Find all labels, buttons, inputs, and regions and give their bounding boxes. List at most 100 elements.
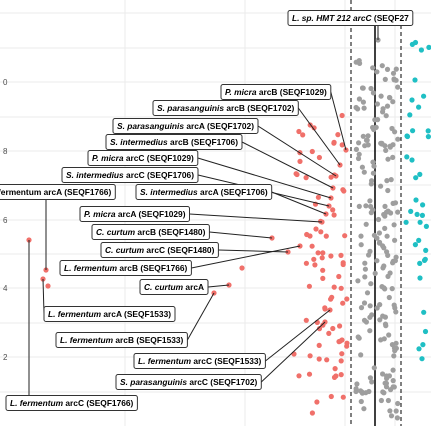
data-point bbox=[291, 351, 297, 357]
y-tick-label: 2 bbox=[3, 353, 8, 362]
data-point bbox=[330, 325, 336, 332]
data-point bbox=[384, 103, 391, 109]
data-point bbox=[387, 143, 393, 149]
data-point bbox=[416, 237, 422, 243]
data-point bbox=[377, 239, 383, 245]
point-label-sinter-arcb: S. intermedius arcB (SEQF1706) bbox=[105, 134, 243, 150]
label-box bbox=[152, 100, 299, 116]
label-text: S. intermedius arcC (SEQF1706) bbox=[66, 170, 194, 180]
data-point bbox=[422, 256, 428, 262]
label-text: C. curtum arcB (SEQF1480) bbox=[96, 227, 206, 237]
data-point bbox=[371, 163, 377, 169]
data-point bbox=[307, 233, 313, 239]
data-point bbox=[361, 105, 367, 111]
point-label-sinter-arcc: S. intermedius arcC (SEQF1706) bbox=[61, 167, 199, 183]
data-point bbox=[362, 260, 368, 266]
data-point bbox=[422, 328, 429, 335]
data-point bbox=[393, 254, 399, 260]
data-point bbox=[370, 159, 376, 165]
data-point bbox=[239, 265, 245, 271]
leader-line bbox=[271, 191, 327, 215]
data-point bbox=[381, 263, 387, 269]
point-label-sparas-arcc: S. parasanguinis arcC (SEQF1702) bbox=[115, 374, 262, 390]
data-point bbox=[374, 101, 380, 107]
label-box bbox=[100, 242, 219, 258]
label-box bbox=[43, 306, 176, 322]
data-point bbox=[358, 352, 364, 358]
label-text: fermentum arcA (SEQF1766) bbox=[0, 187, 111, 197]
data-point bbox=[326, 330, 332, 336]
label-text: L. fermentum arcC (SEQF1533) bbox=[138, 356, 262, 366]
data-point bbox=[344, 296, 350, 302]
data-point bbox=[340, 394, 346, 400]
y-axis-ticks: 0 8 6 4 2 bbox=[3, 78, 8, 362]
data-point bbox=[362, 274, 368, 280]
data-point bbox=[316, 154, 322, 161]
data-point bbox=[367, 198, 373, 204]
data-point bbox=[332, 366, 338, 372]
data-point bbox=[395, 84, 401, 90]
data-point bbox=[382, 203, 388, 209]
data-point bbox=[309, 148, 315, 155]
label-text: L. fermentum arcB (SEQF1533) bbox=[60, 335, 184, 345]
data-point bbox=[419, 212, 425, 218]
label-box bbox=[115, 374, 262, 390]
data-point bbox=[370, 124, 376, 131]
data-point bbox=[416, 104, 422, 110]
data-point bbox=[338, 372, 344, 378]
data-point bbox=[364, 290, 371, 296]
data-point bbox=[338, 252, 344, 258]
data-point bbox=[341, 188, 347, 194]
point-label-lhmt212-arcc: L. sp. HMT 212 arcC (SEQF27 bbox=[287, 10, 414, 26]
data-point bbox=[390, 378, 396, 384]
data-point bbox=[315, 250, 321, 256]
data-point bbox=[390, 154, 396, 160]
label-leaders bbox=[28, 25, 379, 396]
data-point bbox=[403, 219, 409, 225]
data-point bbox=[378, 140, 384, 146]
label-box bbox=[105, 134, 243, 150]
data-point bbox=[353, 104, 359, 111]
data-point bbox=[328, 393, 334, 400]
data-point bbox=[331, 212, 337, 218]
data-point bbox=[394, 415, 400, 421]
label-box bbox=[55, 332, 188, 348]
data-point bbox=[418, 47, 424, 53]
label-box bbox=[139, 279, 209, 295]
data-point bbox=[390, 200, 396, 206]
data-point bbox=[370, 65, 376, 71]
label-box bbox=[287, 10, 414, 26]
label-text: S. parasanguinis arcA (SEQF1702) bbox=[117, 121, 254, 131]
data-point bbox=[324, 357, 330, 363]
data-point bbox=[320, 275, 326, 281]
data-point bbox=[303, 260, 309, 266]
point-label-ccurt-arcb: C. curtum arcB (SEQF1480) bbox=[91, 224, 210, 240]
leader-line bbox=[265, 309, 331, 362]
data-point bbox=[313, 226, 319, 232]
label-text: L. sp. HMT 212 arcC (SEQF27 bbox=[292, 13, 409, 23]
data-point bbox=[361, 169, 367, 175]
label-text: L. fermentum arcB (SEQF1766) bbox=[64, 263, 188, 273]
data-point bbox=[372, 117, 378, 123]
data-point bbox=[417, 275, 423, 281]
data-point bbox=[414, 211, 420, 217]
leader-line bbox=[260, 321, 326, 383]
label-text: S. parasanguinis arcB (SEQF1702) bbox=[157, 103, 295, 113]
data-point bbox=[330, 207, 336, 213]
leader-line bbox=[189, 213, 323, 223]
data-point bbox=[425, 134, 431, 140]
data-point bbox=[410, 128, 416, 134]
data-point bbox=[368, 281, 374, 287]
label-box bbox=[59, 260, 192, 276]
data-point bbox=[335, 132, 341, 138]
y-tick-label: 8 bbox=[3, 147, 8, 156]
data-point bbox=[421, 93, 427, 99]
data-point bbox=[407, 112, 413, 118]
data-point bbox=[355, 278, 361, 284]
data-point bbox=[412, 77, 418, 83]
data-point bbox=[354, 381, 360, 387]
data-point bbox=[386, 294, 392, 301]
data-point bbox=[312, 262, 318, 268]
data-point bbox=[307, 353, 313, 359]
